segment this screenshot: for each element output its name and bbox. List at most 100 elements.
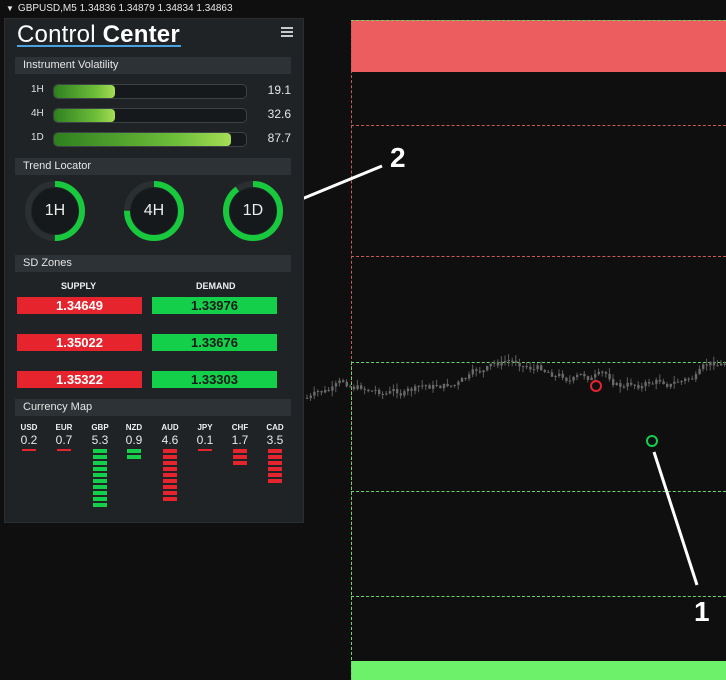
candle-body bbox=[460, 377, 464, 382]
candle-body bbox=[471, 369, 474, 375]
candle-body bbox=[428, 385, 431, 389]
candle-body bbox=[363, 388, 366, 390]
demand-zone-price[interactable]: 1.33976 bbox=[152, 297, 277, 314]
currency-code: NZD bbox=[125, 423, 143, 432]
candle-body bbox=[345, 381, 348, 387]
chart-symbol-quote: GBPUSD,M5 1.34836 1.34879 1.34834 1.3486… bbox=[17, 3, 233, 14]
trend-gauge-1h: 1H bbox=[22, 178, 88, 244]
candle-body bbox=[640, 386, 644, 389]
supply-zone-price[interactable]: 1.35322 bbox=[17, 371, 142, 388]
currency-strength-value: 0.9 bbox=[125, 433, 143, 447]
candle-body bbox=[457, 381, 460, 385]
currency-strength-value: 0.2 bbox=[20, 433, 38, 447]
candle-body bbox=[705, 364, 708, 366]
currency-strength-eur: EUR 0.7 bbox=[50, 423, 78, 453]
supply-zone-block bbox=[351, 20, 726, 72]
currency-code: JPY bbox=[197, 423, 213, 432]
strength-segment bbox=[268, 449, 282, 453]
strength-segment bbox=[93, 449, 107, 453]
candle-body bbox=[684, 378, 687, 382]
currency-strength-chf: CHF 1.7 bbox=[226, 423, 254, 467]
candle-body bbox=[680, 381, 683, 383]
candle-body bbox=[450, 385, 453, 387]
candle-body bbox=[518, 362, 521, 367]
candle-body bbox=[619, 383, 622, 387]
candle-body bbox=[648, 382, 651, 384]
candle-body bbox=[464, 377, 467, 379]
candle-body bbox=[658, 379, 662, 382]
supply-zone-price[interactable]: 1.34649 bbox=[17, 297, 142, 314]
candle-body bbox=[511, 360, 514, 362]
trend-gauge-1d: 1D bbox=[220, 178, 286, 244]
candle-body bbox=[583, 373, 586, 377]
candle-body bbox=[687, 378, 690, 380]
candle-body bbox=[421, 385, 424, 387]
supply-column-header: SUPPLY bbox=[61, 281, 97, 291]
candle-body bbox=[532, 369, 536, 371]
demand-zone-price[interactable]: 1.33303 bbox=[152, 371, 277, 388]
volatility-value: 87.7 bbox=[267, 131, 291, 145]
currency-strength-value: 5.3 bbox=[91, 433, 109, 447]
candle-body bbox=[403, 391, 406, 396]
currency-strength-gbp: GBP 5.3 bbox=[86, 423, 114, 509]
candle-body bbox=[644, 382, 647, 387]
trend-gauge-arc bbox=[223, 181, 283, 241]
strength-segment bbox=[127, 449, 141, 453]
candle-body bbox=[370, 390, 374, 392]
volatility-value: 32.6 bbox=[267, 107, 291, 121]
chart-title-bar: ▼ GBPUSD,M5 1.34836 1.34879 1.34834 1.348… bbox=[0, 0, 233, 18]
candle-body bbox=[676, 381, 680, 383]
candle-body bbox=[374, 389, 377, 391]
callout-label-2: 2 bbox=[390, 142, 406, 173]
supply-level-line bbox=[351, 256, 726, 257]
currency-strength-value: 3.5 bbox=[266, 433, 284, 447]
candle-body bbox=[396, 389, 399, 394]
strength-segment bbox=[163, 455, 177, 459]
candle-body bbox=[633, 384, 636, 386]
candle-body bbox=[410, 388, 413, 391]
candle-body bbox=[381, 393, 384, 395]
candle-body bbox=[482, 370, 485, 373]
candle-body bbox=[698, 368, 701, 375]
candle-body bbox=[360, 385, 363, 389]
currency-strength-value: 1.7 bbox=[231, 433, 249, 447]
candle-body bbox=[489, 363, 492, 367]
strength-segment bbox=[268, 461, 282, 465]
candle-body bbox=[417, 385, 420, 387]
candle-body bbox=[522, 366, 525, 368]
candle-body bbox=[446, 383, 449, 387]
currency-strength-bars bbox=[15, 449, 43, 451]
candle-body bbox=[334, 383, 338, 387]
candle-body bbox=[651, 383, 654, 385]
strength-segment bbox=[233, 455, 247, 459]
strength-segment bbox=[268, 467, 282, 471]
candle-body bbox=[435, 384, 438, 386]
demand-zone-price[interactable]: 1.33676 bbox=[152, 334, 277, 351]
candle-body bbox=[558, 373, 561, 377]
candle-body bbox=[507, 359, 510, 361]
strength-segment bbox=[163, 467, 177, 471]
candle-body bbox=[306, 397, 309, 399]
strength-segment bbox=[93, 455, 107, 459]
candle-body bbox=[504, 360, 507, 362]
currency-strength-bars bbox=[50, 449, 78, 451]
strength-segment bbox=[163, 479, 177, 483]
candle-body bbox=[453, 384, 456, 386]
candle-body bbox=[626, 382, 629, 387]
hamburger-menu-icon[interactable] bbox=[281, 27, 293, 39]
currency-code: CAD bbox=[266, 423, 284, 432]
candle-body bbox=[309, 395, 312, 398]
candle-body bbox=[666, 384, 669, 387]
candle-body bbox=[565, 377, 568, 381]
currency-strength-bars bbox=[156, 449, 184, 501]
callout-label-1: 1 bbox=[694, 596, 710, 627]
currency-strength-bars bbox=[226, 449, 254, 465]
candle-body bbox=[388, 391, 392, 394]
currency-strength-bars bbox=[86, 449, 114, 507]
supply-zone-price[interactable]: 1.35022 bbox=[17, 334, 142, 351]
currency-strength-cad: CAD 3.5 bbox=[261, 423, 289, 485]
collapse-triangle-icon[interactable]: ▼ bbox=[6, 4, 14, 13]
candle-body bbox=[316, 391, 320, 393]
candle-body bbox=[442, 383, 446, 389]
